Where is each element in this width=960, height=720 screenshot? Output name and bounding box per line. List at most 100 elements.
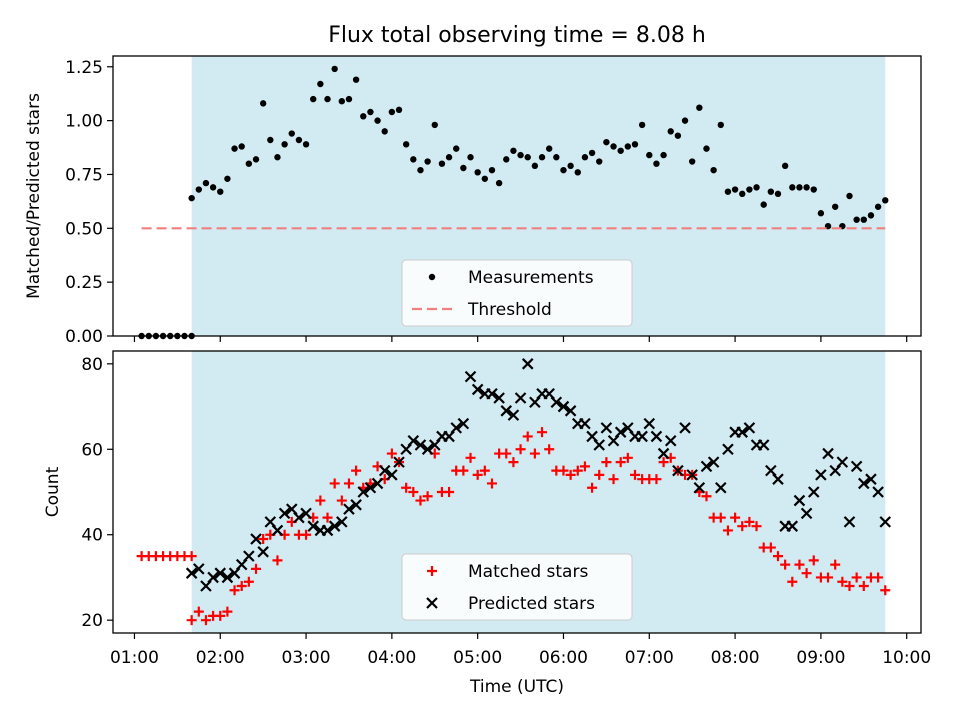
y-tick-label: 0.50 bbox=[65, 219, 103, 239]
matched-star-point bbox=[315, 495, 326, 506]
matched-star-point bbox=[508, 457, 519, 468]
measurement-point bbox=[789, 184, 796, 191]
predicted-star-point bbox=[593, 439, 606, 451]
matched-star-point bbox=[537, 427, 548, 438]
predicted-star-point bbox=[800, 507, 813, 520]
matched-star-point bbox=[629, 469, 640, 480]
measurement-point bbox=[674, 132, 682, 139]
measurement-point bbox=[345, 95, 353, 103]
measurement-point bbox=[610, 143, 617, 150]
predicted-star-point bbox=[464, 370, 477, 383]
matched-star-point bbox=[251, 563, 262, 574]
measurement-point bbox=[574, 169, 581, 176]
measurement-point bbox=[817, 210, 825, 217]
measurement-point bbox=[853, 216, 860, 223]
predicted-star-point bbox=[650, 430, 663, 443]
y-axis-label: Count bbox=[43, 466, 63, 517]
predicted-star-point bbox=[364, 481, 377, 494]
measurement-point bbox=[195, 186, 203, 193]
predicted-star-point bbox=[507, 409, 520, 421]
predicted-star-point bbox=[807, 486, 820, 498]
y-axis-label: Matched/Predicted stars bbox=[24, 93, 44, 299]
measurement-point bbox=[503, 156, 510, 163]
matched-star-point bbox=[415, 495, 426, 506]
legend: Measurements Threshold bbox=[401, 259, 633, 327]
measurement-point bbox=[367, 108, 374, 116]
measurement-point bbox=[402, 141, 410, 148]
x-tick-label: 03:00 bbox=[282, 648, 331, 668]
matched-star-point bbox=[565, 469, 576, 480]
y-tick-label: 0.00 bbox=[65, 327, 103, 347]
predicted-star-point bbox=[243, 550, 255, 562]
measurement-point bbox=[281, 141, 288, 148]
matched-star-point bbox=[258, 534, 269, 544]
measurement-point bbox=[710, 166, 717, 174]
predicted-star-point bbox=[221, 571, 234, 584]
measurement-point bbox=[831, 203, 839, 210]
predicted-star-point bbox=[414, 439, 427, 451]
legend-swatch-measurements bbox=[428, 273, 436, 281]
x-tick-label: 02:00 bbox=[196, 648, 245, 668]
matched-star-point bbox=[579, 461, 590, 472]
measurement-point bbox=[438, 160, 446, 167]
measurement-point bbox=[646, 151, 653, 159]
x-tick-label: 04:00 bbox=[367, 648, 416, 668]
legend-swatch-matched bbox=[427, 566, 437, 576]
matched-star-point bbox=[479, 465, 490, 476]
predicted-star-point bbox=[736, 426, 749, 438]
measurement-point bbox=[781, 162, 789, 170]
predicted-star-point bbox=[557, 400, 570, 413]
measurement-point bbox=[445, 154, 453, 161]
predicted-star-point bbox=[257, 546, 269, 558]
measurement-point bbox=[481, 175, 489, 182]
predicted-star-point bbox=[858, 477, 870, 490]
matched-star-point bbox=[701, 491, 712, 502]
axes-frame bbox=[112, 55, 922, 337]
measurement-point bbox=[846, 192, 853, 200]
measurement-point bbox=[460, 164, 467, 172]
predicted-star-point bbox=[393, 456, 405, 468]
legend: Matched stars Predicted stars bbox=[401, 553, 633, 621]
matched-star-point bbox=[465, 452, 476, 463]
matched-star-point bbox=[544, 444, 555, 455]
predicted-star-point bbox=[521, 358, 534, 370]
predicted-star-point bbox=[343, 503, 355, 515]
measurement-point bbox=[753, 184, 760, 191]
predicted-star-point bbox=[421, 443, 434, 456]
measurement-point bbox=[717, 121, 724, 129]
predicted-star-point bbox=[686, 469, 698, 481]
predicted-star-point bbox=[600, 422, 613, 434]
matched-star-point bbox=[837, 576, 848, 587]
measurement-point bbox=[638, 121, 646, 129]
predicted-star-point bbox=[378, 464, 391, 477]
legend-box bbox=[401, 553, 633, 621]
matched-star-point bbox=[722, 525, 733, 536]
legend-swatch-predicted bbox=[426, 597, 438, 609]
measurement-point bbox=[796, 184, 803, 191]
matched-star-point bbox=[186, 615, 197, 626]
matched-star-point bbox=[780, 559, 791, 570]
matched-star-point bbox=[572, 465, 583, 476]
series-predicted-stars bbox=[185, 358, 892, 592]
predicted-star-point bbox=[293, 511, 305, 524]
measurement-point bbox=[517, 151, 524, 159]
matched-star-point bbox=[236, 581, 247, 591]
bottom-panel: 20 40 60 80 01:00 02:00 03:00 04:00 05:00 06:00 07… bbox=[43, 350, 931, 697]
measurement-point bbox=[874, 203, 882, 210]
measurement-point bbox=[202, 179, 210, 187]
measurement-point bbox=[560, 166, 567, 174]
measurement-point bbox=[453, 145, 460, 152]
matched-star-point bbox=[408, 487, 419, 497]
predicted-star-point bbox=[214, 567, 227, 579]
matched-star-point bbox=[336, 495, 347, 506]
measurement-point bbox=[731, 186, 739, 193]
chart-title: Flux total observing time = 8.08 h bbox=[328, 23, 706, 48]
matched-star-point bbox=[322, 512, 333, 523]
y-tick-label: 40 bbox=[81, 526, 103, 546]
measurement-point bbox=[624, 143, 632, 150]
predicted-star-point bbox=[386, 469, 398, 481]
matched-star-point bbox=[587, 482, 598, 493]
matched-star-point bbox=[730, 512, 741, 523]
x-tick-label: 10:00 bbox=[882, 648, 931, 668]
